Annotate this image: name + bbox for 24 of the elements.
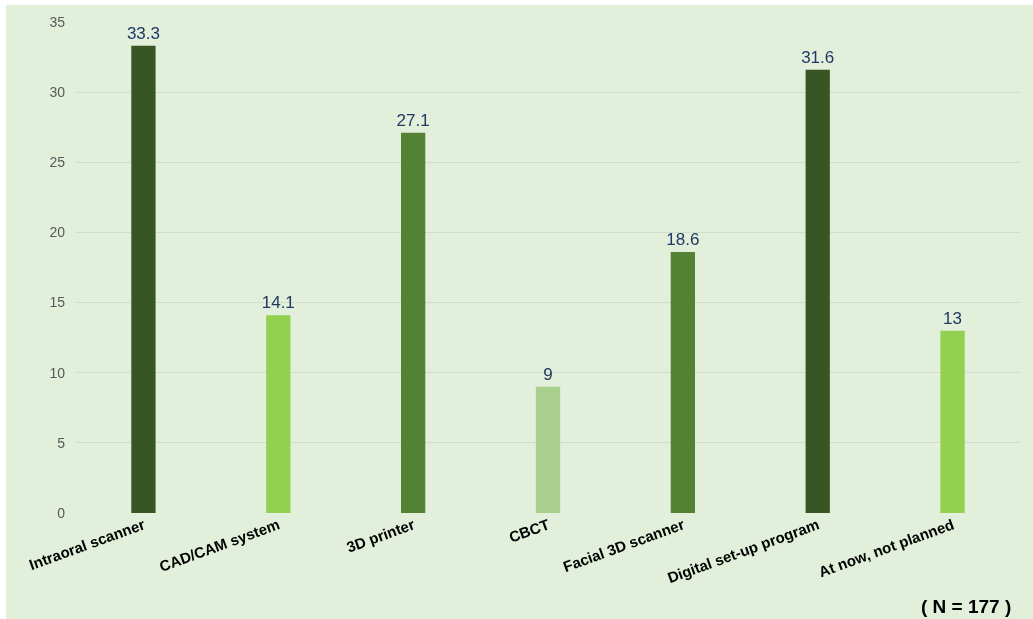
x-tick-label: CBCT	[506, 515, 552, 546]
y-tick-label: 0	[57, 504, 66, 521]
data-label: 18.6	[666, 230, 700, 250]
data-label: 14.1	[261, 293, 295, 313]
y-tick-label: 25	[49, 154, 66, 171]
y-tick-label: 15	[49, 294, 66, 311]
data-label: 33.3	[126, 23, 160, 43]
y-tick-label: 30	[49, 84, 66, 101]
bar	[535, 386, 561, 513]
bar	[131, 45, 156, 513]
bar	[670, 252, 695, 513]
y-tick-label: 35	[49, 13, 66, 30]
data-label: 31.6	[801, 47, 835, 67]
y-tick-label: 20	[49, 224, 66, 241]
y-tick-label: 10	[49, 364, 66, 381]
bar	[940, 330, 965, 513]
data-label: 13	[943, 308, 963, 328]
bar	[266, 315, 291, 513]
text: ( N = 177 )	[921, 596, 1012, 617]
data-label: 27.1	[396, 110, 430, 130]
bar	[805, 69, 830, 513]
data-label: 9	[543, 364, 553, 384]
bar	[401, 132, 426, 513]
y-tick-label: 5	[57, 434, 66, 451]
